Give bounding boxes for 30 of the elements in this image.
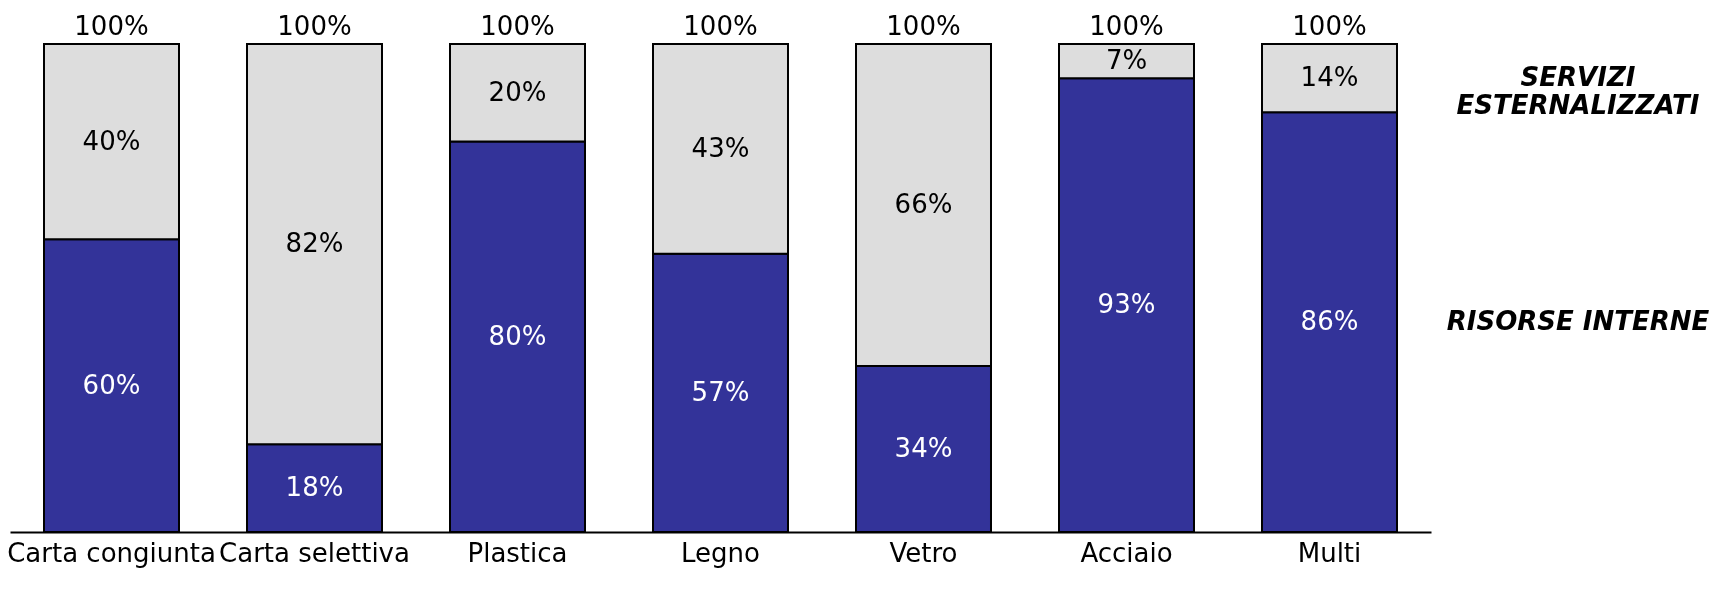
series-label: RISORSE INTERNE [1446, 306, 1710, 337]
data-label: 7% [1105, 45, 1148, 76]
x-tick-label: Vetro [889, 537, 958, 568]
x-tick-label: Multi [1297, 537, 1362, 568]
data-label: 66% [894, 189, 953, 220]
x-tick-label: Acciaio [1080, 537, 1173, 568]
data-label: 40% [82, 125, 141, 156]
total-label: 100% [683, 11, 758, 41]
data-label: 80% [488, 320, 547, 351]
data-label: 43% [691, 132, 750, 163]
total-label: 100% [277, 11, 352, 41]
data-label: 18% [285, 472, 344, 503]
x-tick-label: Carta selettiva [219, 537, 410, 568]
total-label: 100% [1292, 11, 1367, 41]
x-tick-label: Plastica [467, 537, 568, 568]
data-label: 86% [1300, 306, 1359, 337]
data-label: 20% [488, 76, 547, 107]
total-label: 100% [1089, 11, 1164, 41]
total-label: 100% [886, 11, 961, 41]
total-label: 100% [480, 11, 555, 41]
text: SERVIZI ESTERNALIZZATI [1456, 62, 1700, 121]
data-label: 14% [1300, 62, 1359, 93]
data-label: 57% [691, 376, 750, 407]
data-label: 60% [82, 369, 141, 400]
data-label: 82% [285, 228, 344, 259]
total-label: 100% [74, 11, 149, 41]
data-label: 34% [894, 433, 953, 464]
x-tick-label: Legno [681, 537, 760, 568]
x-tick-label: Carta congiunta [7, 537, 216, 568]
data-label: 93% [1097, 289, 1156, 320]
